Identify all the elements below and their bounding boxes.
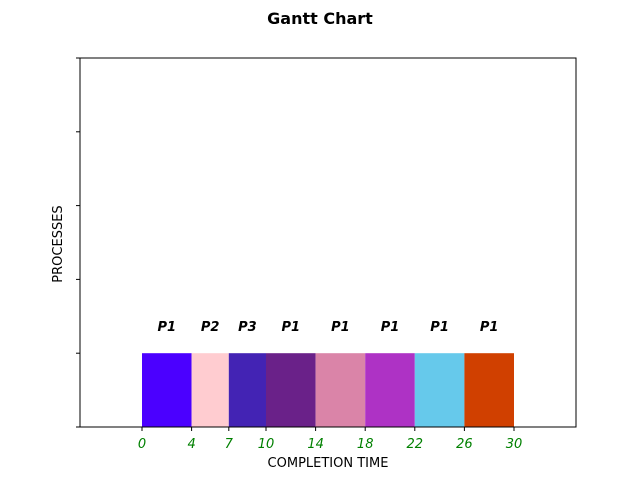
x-tick-label-7: 26 (456, 437, 473, 452)
x-tick-label-8: 30 (506, 437, 523, 452)
bar-label-2: P3 (238, 320, 257, 335)
chart-title: Gantt Chart (267, 9, 373, 28)
x-tick-label-6: 22 (407, 437, 424, 452)
x-tick-label-4: 14 (307, 437, 324, 452)
x-tick-label-5: 18 (357, 437, 374, 452)
x-tick-label-0: 0 (138, 437, 146, 452)
bar-label-0: P1 (158, 320, 177, 335)
y-axis-label: PROCESSES (51, 205, 66, 282)
x-ticks-layer: 0 4 7 10 14 18 22 26 30 (138, 427, 522, 452)
bar-label-1: P2 (201, 320, 220, 335)
gantt-bar-2 (228, 353, 266, 427)
gantt-bar-6 (414, 353, 465, 427)
gantt-bar-7 (464, 353, 514, 427)
bar-labels-layer: P1 P2 P3 P1 P1 P1 P1 P1 (158, 320, 499, 335)
plot-frame (79, 57, 577, 428)
bar-label-5: P1 (381, 320, 400, 335)
x-tick-label-3: 10 (258, 437, 275, 452)
x-axis-label: COMPLETION TIME (268, 456, 389, 471)
x-tick-label-2: 7 (225, 437, 234, 452)
bars-layer (142, 353, 514, 427)
gantt-bar-5 (365, 353, 415, 427)
gantt-bar-3 (266, 353, 316, 427)
gantt-bar-0 (142, 353, 192, 427)
gantt-bar-4 (315, 353, 366, 427)
bar-label-4: P1 (331, 320, 350, 335)
gantt-bar-1 (191, 353, 229, 427)
bar-label-3: P1 (282, 320, 301, 335)
bar-label-7: P1 (480, 320, 499, 335)
y-ticks-layer (76, 57, 80, 428)
bar-label-6: P1 (430, 320, 449, 335)
x-tick-label-1: 4 (187, 437, 195, 452)
